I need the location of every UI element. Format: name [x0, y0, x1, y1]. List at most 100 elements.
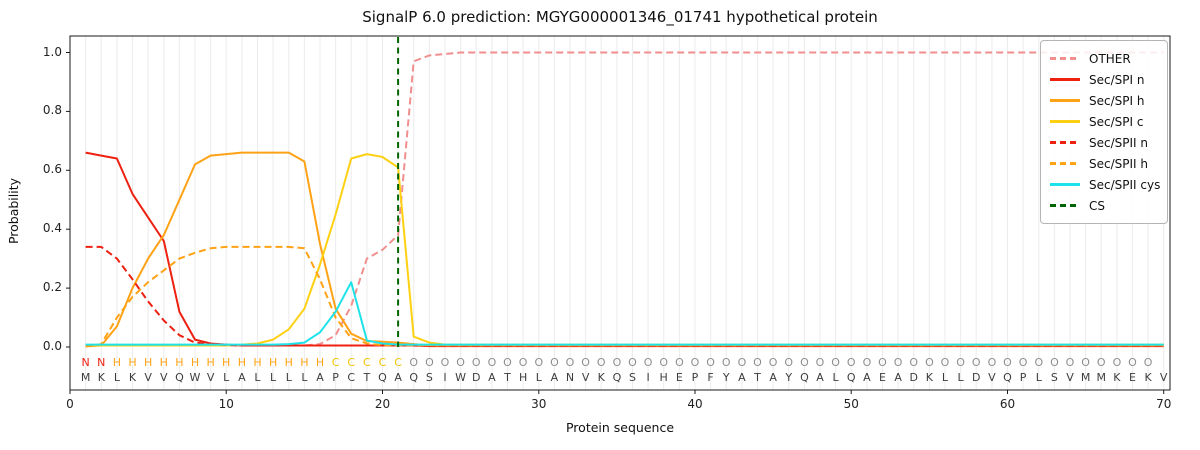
svg-text:H: H: [191, 356, 199, 369]
svg-text:F: F: [707, 371, 713, 384]
svg-text:O: O: [894, 356, 903, 369]
svg-text:A: A: [551, 371, 559, 384]
svg-text:T: T: [503, 371, 511, 384]
svg-text:S: S: [629, 371, 636, 384]
svg-text:T: T: [753, 371, 761, 384]
legend-item: Sec/SPI h: [1050, 90, 1158, 111]
legend-item: OTHER: [1050, 48, 1158, 69]
svg-text:C: C: [347, 371, 355, 384]
svg-text:I: I: [646, 371, 649, 384]
svg-text:O: O: [925, 356, 934, 369]
legend-item-label: Sec/SPI h: [1089, 93, 1145, 108]
svg-text:H: H: [144, 356, 152, 369]
y-tick-label: 0.2: [42, 280, 62, 295]
x-tick-label: 30: [531, 397, 547, 411]
svg-text:Q: Q: [409, 371, 418, 384]
svg-text:O: O: [534, 356, 543, 369]
legend-item: Sec/SPII cys: [1050, 174, 1161, 195]
svg-text:H: H: [206, 356, 214, 369]
svg-text:H: H: [113, 356, 121, 369]
legend-line-sample: [1050, 141, 1080, 144]
svg-text:I: I: [443, 371, 446, 384]
svg-text:M: M: [81, 371, 91, 384]
svg-text:O: O: [519, 356, 528, 369]
svg-text:O: O: [816, 356, 825, 369]
svg-text:O: O: [659, 356, 668, 369]
svg-text:A: A: [488, 371, 496, 384]
svg-text:Y: Y: [722, 371, 730, 384]
svg-text:O: O: [566, 356, 575, 369]
svg-text:O: O: [800, 356, 809, 369]
legend-line-sample: [1050, 99, 1080, 102]
svg-text:V: V: [1160, 371, 1168, 384]
svg-text:V: V: [160, 371, 168, 384]
svg-text:O: O: [613, 356, 622, 369]
x-tick-label: 50: [843, 397, 859, 411]
legend-item: Sec/SPI c: [1050, 111, 1158, 132]
legend-item-label: Sec/SPI n: [1089, 72, 1145, 87]
svg-text:E: E: [1129, 371, 1136, 384]
svg-text:H: H: [519, 371, 527, 384]
svg-text:H: H: [285, 356, 293, 369]
legend-item-label: CS: [1089, 198, 1105, 213]
legend-item-label: Sec/SPII h: [1089, 156, 1148, 171]
y-tick-label: 1.0: [42, 44, 62, 59]
x-tick-label: 0: [66, 397, 74, 411]
x-tick-label: 10: [218, 397, 234, 411]
svg-text:O: O: [847, 356, 856, 369]
svg-text:O: O: [675, 356, 684, 369]
legend-item-label: Sec/SPI c: [1089, 114, 1144, 129]
svg-text:L: L: [223, 371, 230, 384]
svg-text:P: P: [1020, 371, 1027, 384]
svg-text:C: C: [363, 356, 371, 369]
svg-text:O: O: [956, 356, 965, 369]
svg-text:N: N: [97, 356, 105, 369]
svg-text:H: H: [222, 356, 230, 369]
svg-text:L: L: [286, 371, 293, 384]
svg-text:L: L: [833, 371, 840, 384]
svg-text:A: A: [316, 371, 324, 384]
svg-text:O: O: [1050, 356, 1059, 369]
svg-text:Y: Y: [784, 371, 792, 384]
svg-text:H: H: [269, 356, 277, 369]
svg-text:Q: Q: [847, 371, 856, 384]
legend-line-sample: [1050, 162, 1080, 165]
x-tick-label: 70: [1156, 397, 1172, 411]
svg-text:A: A: [769, 371, 777, 384]
svg-text:Q: Q: [378, 371, 387, 384]
svg-text:L: L: [536, 371, 543, 384]
svg-text:O: O: [1128, 356, 1137, 369]
svg-text:D: D: [909, 371, 917, 384]
svg-text:K: K: [98, 371, 106, 384]
legend-item-label: OTHER: [1089, 51, 1131, 66]
svg-text:O: O: [425, 356, 434, 369]
svg-text:O: O: [769, 356, 778, 369]
legend: OTHER Sec/SPI n Sec/SPI h Sec/SPI c Sec/SPII…: [1040, 40, 1168, 224]
svg-text:O: O: [784, 356, 793, 369]
svg-text:V: V: [988, 371, 996, 384]
svg-text:O: O: [409, 356, 418, 369]
svg-text:P: P: [692, 371, 699, 384]
svg-text:Q: Q: [175, 371, 184, 384]
svg-text:L: L: [942, 371, 949, 384]
svg-text:L: L: [958, 371, 965, 384]
svg-text:O: O: [503, 356, 512, 369]
svg-text:O: O: [988, 356, 997, 369]
svg-text:P: P: [332, 371, 339, 384]
svg-text:E: E: [676, 371, 683, 384]
svg-text:H: H: [660, 371, 668, 384]
svg-text:O: O: [941, 356, 950, 369]
svg-text:O: O: [878, 356, 887, 369]
svg-text:W: W: [190, 371, 201, 384]
legend-item-label: Sec/SPII cys: [1089, 177, 1161, 192]
legend-item: CS: [1050, 195, 1158, 216]
svg-text:Q: Q: [1003, 371, 1012, 384]
y-tick-label: 0.0: [42, 339, 62, 353]
svg-text:O: O: [628, 356, 637, 369]
x-axis-label: Protein sequence: [565, 420, 675, 435]
svg-text:L: L: [254, 371, 261, 384]
svg-text:O: O: [441, 356, 450, 369]
legend-item: Sec/SPII n: [1050, 132, 1158, 153]
